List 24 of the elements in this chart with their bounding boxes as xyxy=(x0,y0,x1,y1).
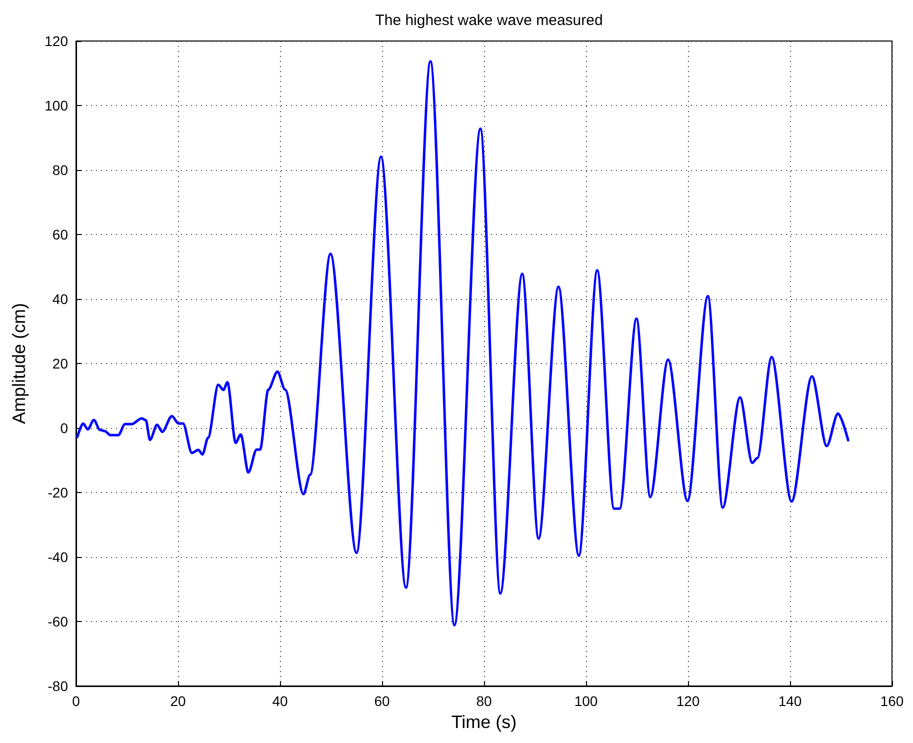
y-tick-label: 60 xyxy=(52,226,68,242)
y-tick-label: 80 xyxy=(52,162,68,178)
y-axis-title: Amplitude (cm) xyxy=(9,302,29,424)
x-tick-label: 80 xyxy=(476,693,492,709)
x-tick-label: 60 xyxy=(374,693,390,709)
y-tick-label: 40 xyxy=(52,291,68,307)
x-tick-label: 160 xyxy=(880,693,904,709)
x-tick-label: 40 xyxy=(272,693,288,709)
x-tick-label: 120 xyxy=(676,693,700,709)
y-tick-label: 0 xyxy=(60,420,68,436)
y-tick-label: 20 xyxy=(52,356,68,372)
y-tick-label: -80 xyxy=(48,678,68,694)
y-tick-label: -60 xyxy=(48,614,68,630)
y-tick-label: 120 xyxy=(44,33,68,49)
x-tick-label: 0 xyxy=(72,693,80,709)
y-tick-label: 100 xyxy=(44,98,68,114)
line-series xyxy=(76,60,850,626)
y-tick-label: -20 xyxy=(48,484,68,500)
x-axis-title: Time (s) xyxy=(451,712,517,732)
x-tick-label: 20 xyxy=(170,693,186,709)
y-tick-label: -40 xyxy=(48,549,68,565)
chart-title: The highest wake wave measured xyxy=(375,12,603,29)
x-tick-label: 140 xyxy=(778,693,802,709)
x-tick-label: 100 xyxy=(574,693,598,709)
